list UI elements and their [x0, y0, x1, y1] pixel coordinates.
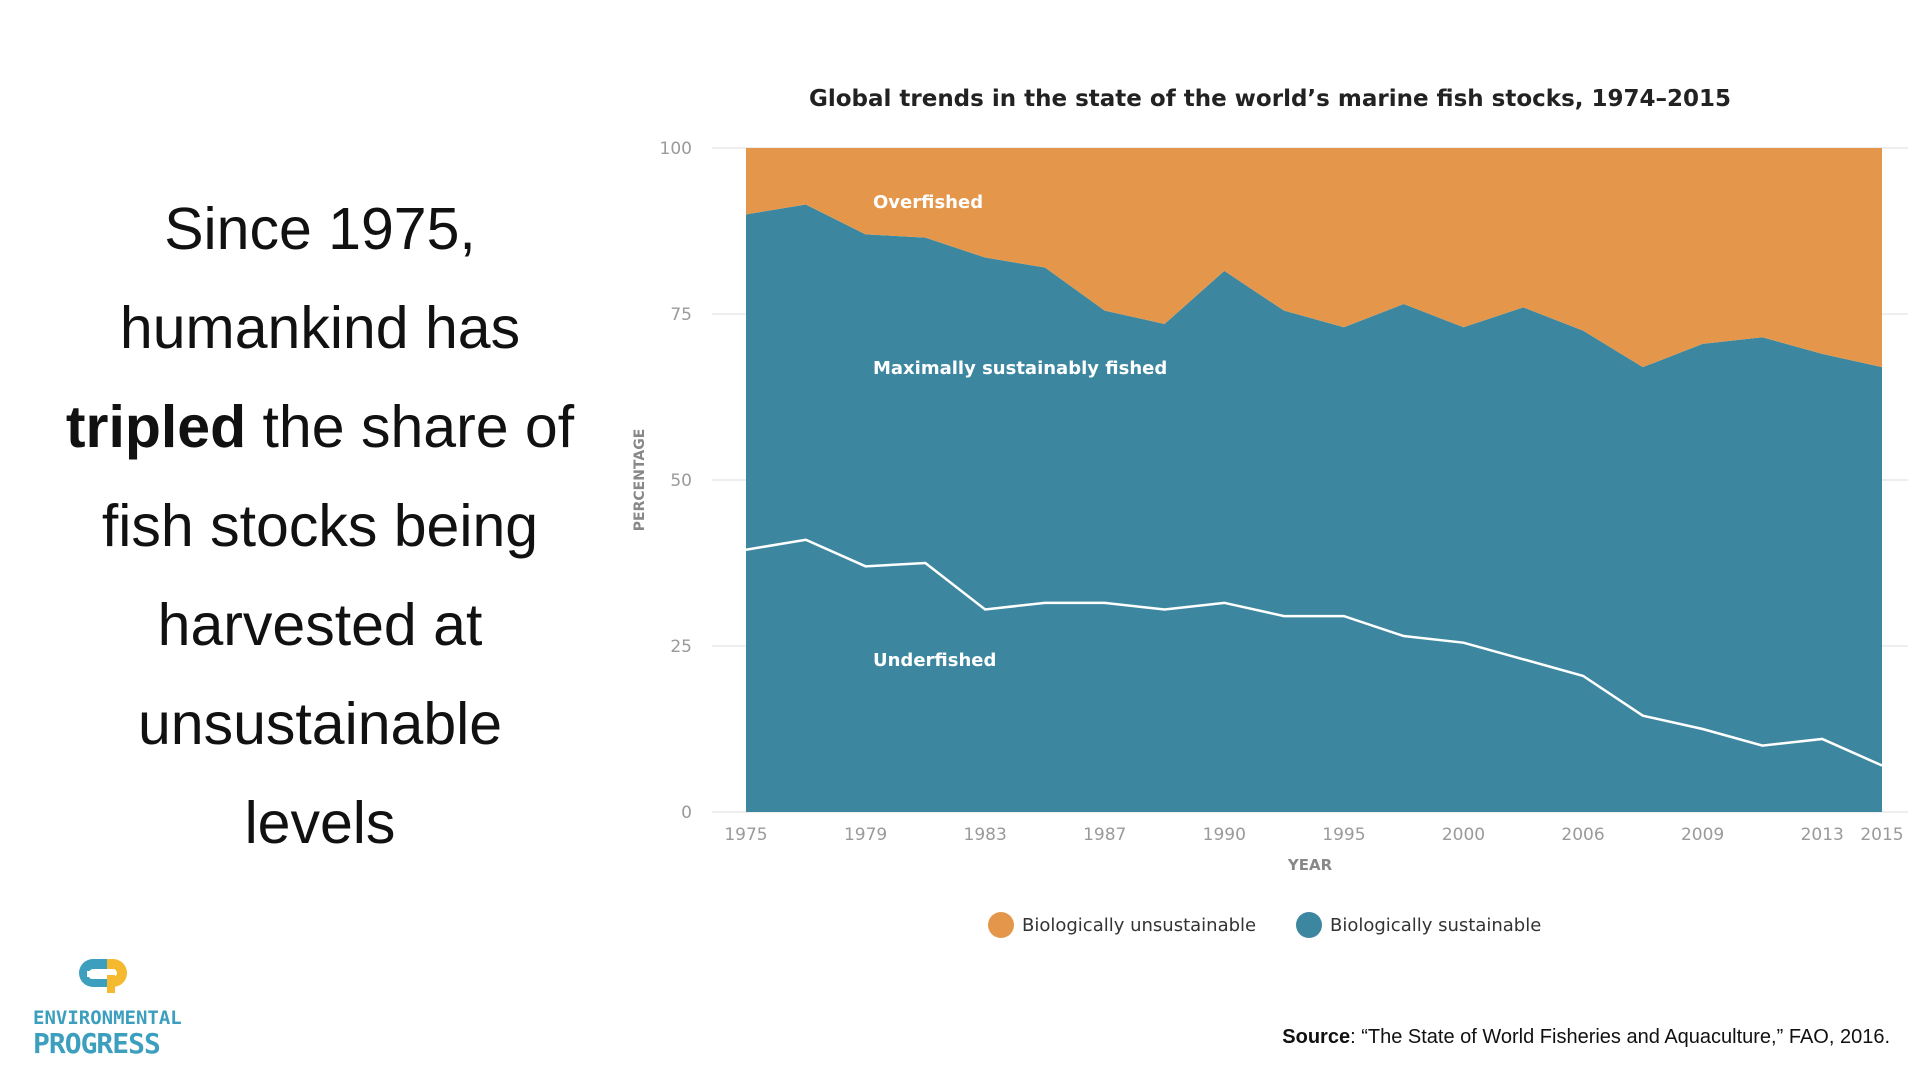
ep-logo-mark-icon — [79, 959, 127, 993]
headline-line: Since 1975, — [164, 196, 476, 262]
x-tick-label: 1983 — [964, 825, 1007, 845]
headline-line-rest: the share of — [246, 394, 575, 460]
logo-text-line1: ENVIRONMENTAL — [33, 1007, 182, 1029]
legend-label: Biologically unsustainable — [1022, 915, 1256, 936]
x-tick-label: 2006 — [1561, 825, 1604, 845]
headline-line: harvested at — [157, 592, 483, 658]
headline-line: tripled the share of — [30, 378, 610, 477]
x-tick-label: 1990 — [1203, 825, 1246, 845]
logo-text-line2: PROGRESS — [33, 1027, 161, 1060]
source-label: Source — [1282, 1026, 1351, 1048]
area-label-underfished: Underfished — [873, 650, 996, 671]
x-tick-label: 1987 — [1083, 825, 1126, 845]
x-tick-label: 1995 — [1322, 825, 1365, 845]
x-tick-label: 1975 — [724, 825, 767, 845]
area-label-maximally-sustainably-fished: Maximally sustainably fished — [873, 358, 1167, 379]
area-label-overfished: Overfished — [873, 192, 983, 213]
environmental-progress-logo: ENVIRONMENTAL PROGRESS — [33, 955, 193, 1060]
headline-line: unsustainable — [137, 691, 503, 757]
y-axis-title: PERCENTAGE — [632, 429, 648, 532]
x-axis-title: YEAR — [1287, 856, 1333, 874]
y-tick-label: 75 — [670, 305, 692, 325]
headline-emphasis: tripled — [65, 394, 247, 460]
headline-line: levels — [244, 790, 396, 856]
x-tick-label: 2013 — [1801, 825, 1844, 845]
legend-label: Biologically sustainable — [1330, 915, 1541, 936]
y-tick-label: 50 — [670, 471, 692, 491]
legend-swatch — [1296, 912, 1322, 938]
x-tick-label: 2009 — [1681, 825, 1724, 845]
y-tick-label: 25 — [670, 637, 692, 657]
y-tick-label: 100 — [660, 139, 692, 159]
headline: Since 1975, humankind has tripled the sh… — [30, 180, 610, 873]
x-tick-label: 2015 — [1860, 825, 1903, 845]
headline-line: fish stocks being — [101, 493, 539, 559]
area-overfished — [746, 148, 1882, 368]
underfished-line — [745, 538, 1883, 767]
chart-title: Global trends in the state of the world’… — [808, 86, 1732, 112]
source-citation: Source: “The State of World Fisheries an… — [1282, 1026, 1890, 1049]
legend-swatch — [988, 912, 1014, 938]
source-text: : “The State of World Fisheries and Aqua… — [1350, 1026, 1890, 1048]
y-tick-label: 0 — [681, 803, 692, 823]
x-tick-label: 2000 — [1442, 825, 1485, 845]
area-biologically-sustainable — [746, 204, 1882, 812]
chart: Overfished Maximally sustainably fished Un… — [632, 139, 1908, 938]
headline-line: humankind has — [119, 295, 521, 361]
x-tick-label: 1979 — [844, 825, 887, 845]
